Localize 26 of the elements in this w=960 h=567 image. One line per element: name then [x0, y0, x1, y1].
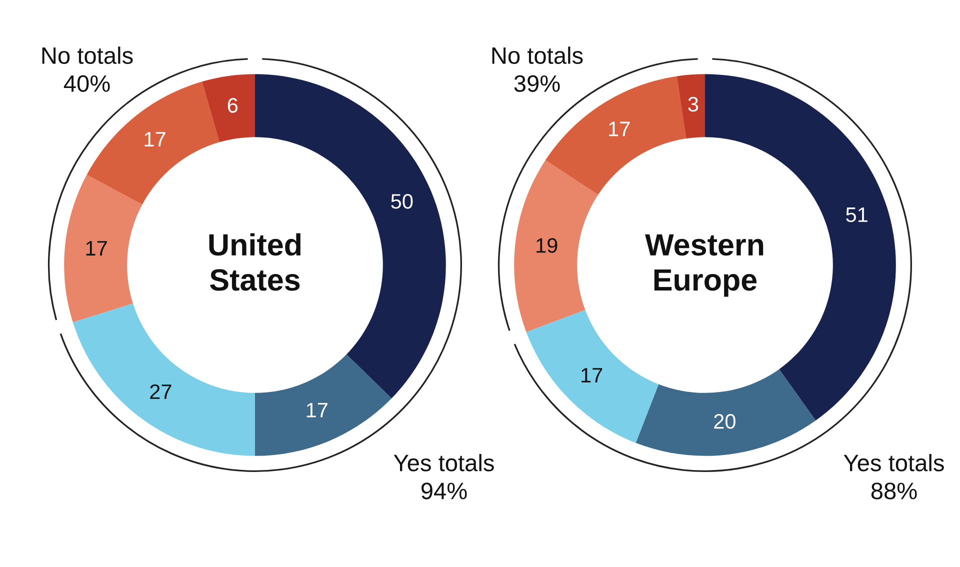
- donut-slice: [64, 174, 142, 322]
- data-label: 19: [536, 238, 558, 253]
- data-label: 20: [714, 414, 736, 429]
- donut-slice: [202, 74, 255, 142]
- text: United States: [209, 233, 301, 291]
- donut-slice: [72, 303, 255, 456]
- data-label: 27: [150, 384, 172, 399]
- data-label: 17: [582, 368, 602, 382]
- text: No totals 40%: [42, 46, 133, 92]
- donut-slice: [636, 369, 816, 456]
- data-label: 17: [144, 132, 166, 146]
- data-label: 50: [391, 194, 413, 209]
- data-label: 6: [228, 98, 238, 113]
- donut-slice: [255, 354, 392, 456]
- text: Yes totals 94%: [394, 454, 494, 500]
- donut-slice: [676, 74, 705, 138]
- data-label: 3: [688, 96, 698, 112]
- donut-slice: [526, 310, 659, 443]
- text: Yes totals 88%: [844, 454, 944, 500]
- data-label: 51: [846, 208, 868, 222]
- text: Western Europe: [645, 234, 764, 297]
- text: No totals 39%: [492, 46, 583, 92]
- data-label: 17: [86, 241, 107, 256]
- data-label: 17: [306, 402, 328, 418]
- data-label: 17: [609, 122, 630, 136]
- donut-slice: [514, 160, 598, 332]
